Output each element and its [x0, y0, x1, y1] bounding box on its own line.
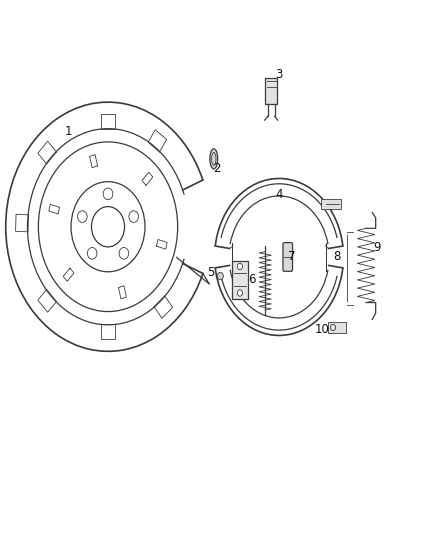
Text: 5: 5 — [208, 266, 215, 279]
Bar — [232, 261, 248, 299]
Text: 4: 4 — [276, 189, 283, 201]
FancyBboxPatch shape — [283, 243, 293, 271]
Bar — [265, 78, 277, 104]
Bar — [328, 322, 346, 333]
Text: 10: 10 — [315, 322, 330, 336]
Bar — [321, 199, 341, 209]
Circle shape — [217, 272, 223, 280]
Ellipse shape — [210, 149, 218, 169]
Text: 1: 1 — [65, 125, 73, 138]
Text: 8: 8 — [334, 251, 341, 263]
Circle shape — [237, 263, 243, 270]
Text: 2: 2 — [213, 162, 221, 175]
Text: 7: 7 — [288, 251, 296, 263]
Text: 6: 6 — [248, 273, 255, 286]
Text: 9: 9 — [373, 241, 380, 254]
Circle shape — [237, 290, 243, 296]
Text: 3: 3 — [276, 68, 283, 81]
